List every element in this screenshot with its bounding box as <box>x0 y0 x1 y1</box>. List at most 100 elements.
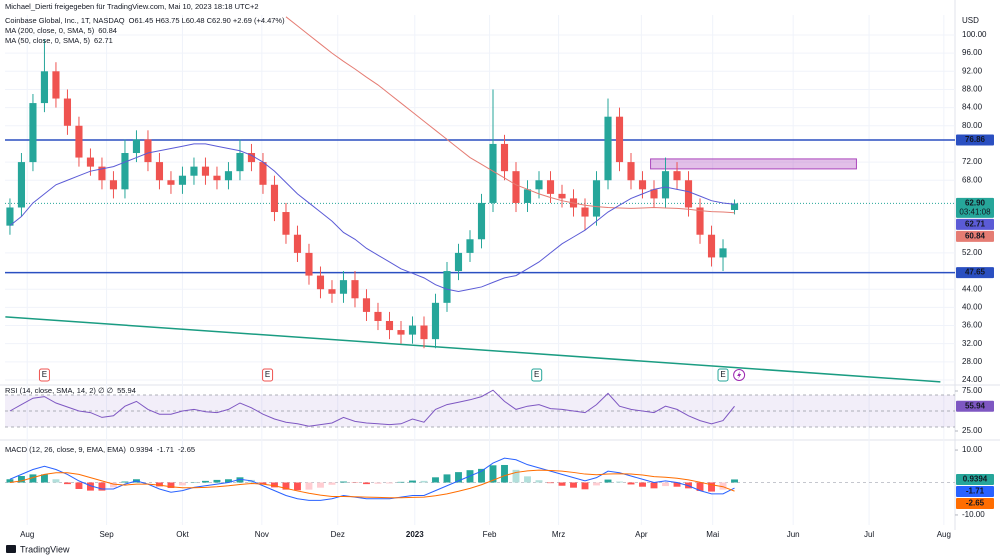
histogram-bar <box>708 482 715 492</box>
trendline <box>5 316 941 383</box>
y-tick-label: 92.00 <box>962 66 983 75</box>
candle-body <box>673 171 681 181</box>
candle-body <box>190 166 198 176</box>
histogram-bar <box>271 482 278 488</box>
y-tick-label: 24.00 <box>962 375 983 384</box>
candle-body <box>730 203 739 210</box>
histogram-bar <box>98 482 106 491</box>
y-tick-label: 96.00 <box>962 48 983 57</box>
y-tick-label: 40.00 <box>962 302 983 311</box>
macd-tag: -2.65 <box>966 499 985 508</box>
histogram-bar <box>478 468 485 483</box>
candle-body <box>282 212 290 235</box>
candle-body <box>17 162 26 208</box>
histogram-bar <box>581 482 589 490</box>
histogram-bar <box>524 476 531 483</box>
candle-body <box>29 103 37 163</box>
histogram-bar <box>547 482 554 484</box>
ma-legend-name: MA (200, close, 0, SMA, 5) <box>5 26 95 35</box>
macd-tag: 0.9394 <box>963 475 988 484</box>
histogram-bar <box>213 479 221 483</box>
histogram-bar <box>455 472 462 483</box>
candle-body <box>259 162 267 185</box>
rsi-legend-value: 55.94 <box>117 386 136 395</box>
level-tag: 76.86 <box>965 135 986 144</box>
candle-body <box>707 234 716 258</box>
histogram-bar <box>558 482 566 486</box>
histogram-bar <box>294 482 301 491</box>
logo-icon <box>6 545 16 553</box>
histogram-bar <box>397 481 405 483</box>
candle-body <box>661 171 670 199</box>
earnings-marker <box>717 368 729 382</box>
macd-line <box>9 469 735 499</box>
candle-body <box>213 175 221 181</box>
histogram-bar <box>616 481 623 483</box>
histogram-bar <box>363 482 370 485</box>
histogram-bar <box>282 482 290 490</box>
y-tick-label: 36.00 <box>962 321 983 330</box>
candle-body <box>454 252 463 272</box>
candle-body <box>489 143 497 203</box>
candle-body <box>63 98 72 126</box>
y-tick-label: 28.00 <box>962 357 983 366</box>
candle-body <box>523 189 532 203</box>
candle-body <box>650 189 658 199</box>
histogram-bar <box>317 482 324 488</box>
lightning-icon <box>737 371 742 379</box>
candle-body <box>155 162 164 181</box>
candle-body <box>236 153 244 172</box>
rsi-tag-bg <box>956 400 994 412</box>
histogram-bar <box>489 465 497 483</box>
currency: USD <box>962 16 979 25</box>
candle-body <box>6 207 14 226</box>
x-tick-label: Dez <box>331 530 345 539</box>
macd-legend-name: MACD (12, 26, close, 9, EMA, EMA) <box>5 445 126 454</box>
y-tick-label: 75.00 <box>962 386 983 395</box>
ma-tag-bg <box>956 218 994 230</box>
candle-body <box>121 153 129 190</box>
x-tick-label: Okt <box>176 530 189 539</box>
earnings-label: E <box>42 370 47 379</box>
candle-body <box>351 280 359 299</box>
candle-body <box>615 116 624 163</box>
candle-body <box>52 71 60 99</box>
ma-tag-bg <box>956 230 994 242</box>
author-line: Michael_Dierti freigegeben für TradingVi… <box>5 2 259 11</box>
candle-body <box>592 180 601 217</box>
histogram-bar <box>512 469 520 483</box>
candle-body <box>408 325 417 335</box>
histogram-bar <box>604 479 612 483</box>
candle-body <box>638 180 647 190</box>
ohlc-values: O61.45 H63.75 L60.48 C62.90 +2.69 (+4.47… <box>129 16 285 25</box>
histogram-bar <box>535 480 543 483</box>
candle-body <box>581 207 589 217</box>
y-tick-label: 100.00 <box>962 30 987 39</box>
histogram-bar <box>593 482 600 486</box>
x-tick-label: Mrz <box>552 530 565 539</box>
level-tag: 47.65 <box>965 268 986 277</box>
y-tick-label: 68.00 <box>962 175 983 184</box>
candle-body <box>270 184 279 213</box>
macd-legend-value: -2.65 <box>178 445 195 454</box>
rsi-line <box>9 389 735 427</box>
ma-legend-name: MA (50, close, 0, SMA, 5) <box>5 36 91 45</box>
candle-body <box>696 207 704 235</box>
candle-body <box>362 298 371 312</box>
countdown: 03:41:08 <box>959 208 991 217</box>
candle-body <box>500 143 509 172</box>
macd-line <box>9 457 735 501</box>
histogram-bar <box>202 480 209 483</box>
y-tick-label: -10.00 <box>962 510 985 519</box>
histogram-bar <box>501 464 508 483</box>
macd-tag-bg <box>956 497 994 509</box>
histogram-bar <box>696 482 704 491</box>
rsi-tag: 55.94 <box>965 401 986 410</box>
candle-body <box>535 180 543 190</box>
y-tick-label: 80.00 <box>962 121 983 130</box>
histogram-bar <box>305 482 313 490</box>
candle-body <box>247 153 256 163</box>
y-tick-label: 52.00 <box>962 248 983 257</box>
histogram-bar <box>236 477 244 483</box>
